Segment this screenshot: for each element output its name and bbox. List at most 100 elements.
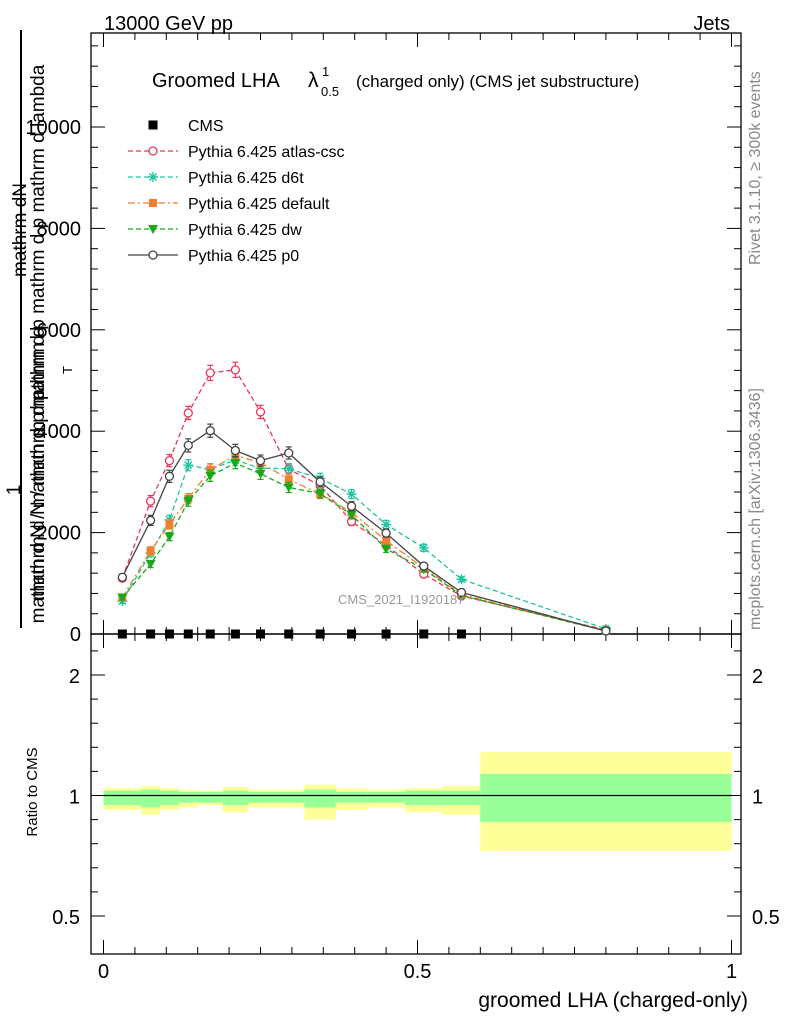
data-point bbox=[346, 489, 357, 500]
data-point bbox=[346, 501, 357, 511]
ratio-y-tick-label-right: 0.5 bbox=[752, 907, 780, 929]
data-point bbox=[315, 629, 325, 639]
ylabel-mid: mathrm d p mathrm d p mathrm d lambda bbox=[28, 64, 49, 415]
data-point bbox=[381, 629, 391, 639]
y-tick-label: 2000 bbox=[37, 523, 82, 545]
data-point bbox=[148, 250, 158, 260]
data-point bbox=[183, 460, 194, 471]
mcplots-label: mcplots.cern.ch [arXiv:1306.3436] bbox=[747, 388, 764, 630]
data-point bbox=[165, 520, 174, 529]
data-point bbox=[148, 225, 158, 234]
data-point bbox=[164, 532, 175, 542]
data-point bbox=[145, 515, 156, 526]
ratio-frame bbox=[90, 633, 742, 955]
data-point bbox=[183, 408, 193, 418]
title-symbol: λ bbox=[308, 69, 319, 92]
legend: CMS Pythia 6.425 atlas-csc Pythia 6.425 d6… bbox=[128, 118, 345, 265]
data-point bbox=[255, 407, 266, 417]
ratio-band-inner bbox=[404, 790, 443, 806]
ratio-band-inner bbox=[442, 790, 481, 806]
data-point bbox=[255, 469, 266, 479]
series-line bbox=[121, 369, 607, 631]
legend-label: CMS bbox=[188, 118, 224, 135]
data-point bbox=[283, 463, 294, 474]
data-point bbox=[146, 629, 156, 639]
data-point bbox=[346, 510, 357, 520]
process-label: Jets bbox=[693, 13, 730, 35]
data-point bbox=[456, 574, 467, 585]
data-point bbox=[164, 455, 175, 466]
data-point bbox=[284, 448, 294, 458]
data-point bbox=[230, 445, 241, 456]
data-point bbox=[230, 365, 241, 375]
title-text: Groomed LHA bbox=[152, 70, 280, 92]
x-tick-label: 1 bbox=[726, 961, 737, 983]
series-pythia-6-425-dw bbox=[117, 456, 611, 636]
legend-label: Pythia 6.425 p0 bbox=[188, 248, 299, 265]
ratio-band-inner bbox=[247, 791, 274, 803]
ratio-band-inner bbox=[335, 791, 368, 803]
legend-label: Pythia 6.425 atlas-csc bbox=[188, 144, 345, 161]
ratio-y-tick-label: 1 bbox=[69, 787, 80, 809]
data-point bbox=[164, 629, 174, 639]
ratio-y-tick-label: 2 bbox=[69, 666, 80, 688]
series-line bbox=[121, 454, 607, 632]
ratio-axes: 0.5 0.5 1 1 2 2 0 0.5 1 bbox=[52, 634, 780, 983]
data-point bbox=[146, 546, 155, 555]
data-point bbox=[419, 629, 429, 639]
data-point bbox=[381, 519, 392, 530]
x-tick-label: 0.5 bbox=[404, 961, 432, 983]
data-point bbox=[283, 483, 294, 493]
ratio-y-tick-label-right: 1 bbox=[752, 787, 763, 809]
data-point bbox=[419, 561, 429, 571]
data-point bbox=[255, 455, 266, 466]
data-point bbox=[148, 146, 158, 156]
y-tick-label: 10000 bbox=[25, 117, 81, 139]
ratio-y-tick-label: 0.5 bbox=[52, 907, 80, 929]
data-point bbox=[148, 120, 158, 130]
y-tick-label: 4000 bbox=[37, 421, 82, 443]
data-point bbox=[456, 587, 467, 598]
data-point bbox=[256, 629, 265, 639]
series-layer bbox=[117, 361, 611, 639]
data-point bbox=[230, 629, 240, 639]
legend-label: Pythia 6.425 dw bbox=[188, 222, 302, 239]
data-point bbox=[117, 593, 128, 603]
data-point bbox=[382, 536, 391, 545]
legend-entry: Pythia 6.425 default bbox=[128, 196, 330, 213]
rivet-label: Rivet 3.1.10, ≥ 300k events bbox=[747, 71, 764, 265]
data-point bbox=[381, 544, 392, 554]
title-sub: 0.5 bbox=[321, 84, 339, 99]
ratio-band-inner bbox=[367, 791, 405, 803]
data-point bbox=[418, 542, 429, 553]
ratio-band-inner bbox=[178, 791, 198, 803]
data-point bbox=[456, 629, 466, 639]
series-line bbox=[121, 429, 607, 632]
legend-entry: CMS bbox=[148, 118, 224, 135]
series-cms bbox=[117, 629, 466, 639]
ratio-ylabel: Ratio to CMS bbox=[24, 747, 41, 836]
ratio-band-inner bbox=[273, 791, 305, 803]
series-line bbox=[121, 462, 607, 632]
ratio-band-inner bbox=[197, 791, 223, 803]
ylabel-one: 1 bbox=[4, 485, 25, 496]
ratio-band-inner bbox=[141, 789, 161, 808]
data-point bbox=[284, 475, 293, 484]
data-point bbox=[347, 629, 357, 639]
legend-entry: Pythia 6.425 d6t bbox=[128, 170, 304, 187]
data-point bbox=[183, 629, 193, 639]
series-pythia-6-425-d6t bbox=[117, 453, 611, 634]
data-point bbox=[315, 489, 326, 499]
ratio-bands bbox=[103, 752, 732, 851]
legend-label: Pythia 6.425 default bbox=[188, 196, 330, 213]
series-pythia-6-425-p0 bbox=[117, 423, 611, 636]
data-point bbox=[117, 629, 127, 639]
data-point bbox=[205, 629, 215, 639]
data-point bbox=[183, 440, 193, 451]
data-point bbox=[381, 528, 391, 538]
data-point bbox=[164, 471, 175, 481]
ratio-band-inner bbox=[480, 773, 732, 823]
series-pythia-6-425-default bbox=[118, 449, 610, 635]
ratio-band-inner bbox=[222, 790, 248, 806]
data-point bbox=[601, 626, 611, 636]
